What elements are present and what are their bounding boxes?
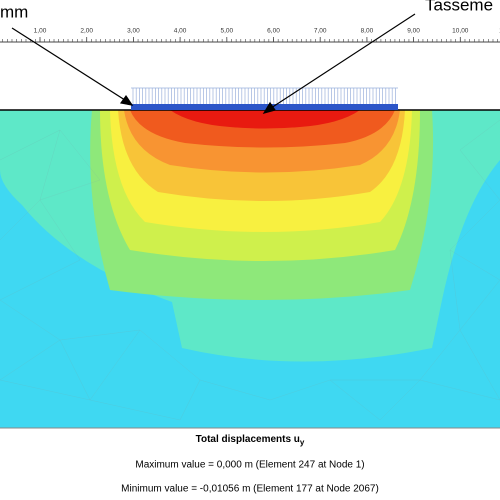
ruler-label: 10,00 [452,28,469,35]
ruler-label: 7,00 [314,28,327,35]
arrow-head [119,94,134,106]
ruler-label: 1,00 [34,28,47,35]
ruler-label: 8,00 [361,28,374,35]
arrow-line [11,27,129,103]
distributed-load [131,87,398,110]
load-bar [131,104,398,110]
contour-plot [0,109,500,429]
ruler-label: 4,00 [174,28,187,35]
ruler-label: 6,00 [267,28,280,35]
annotation: mm [0,2,28,21]
contour-band [170,110,360,129]
ruler-label: 9,00 [407,28,420,35]
ruler-label: 3,00 [127,28,140,35]
caption-title-text: Total displacements u [196,434,300,445]
ruler-label: 5,00 [220,28,233,35]
ruler-label: 2,00 [80,28,93,35]
caption-title: Total displacements uy [196,434,305,447]
caption-line: Maximum value = 0,000 m (Element 247 at … [135,460,364,471]
arrow-head [262,101,276,114]
annotation: Tasseme [425,0,493,14]
ruler: 1,00 2,00 3,00 4,00 5,00 6,00 7,00 8,00 9,00 10,0… [0,28,500,43]
arrows [11,13,416,114]
mesh [0,119,500,421]
arrow-line [267,13,416,111]
caption-subscript: y [300,438,305,447]
caption-line: Minimum value = -0,01056 m (Element 177 … [121,484,379,495]
